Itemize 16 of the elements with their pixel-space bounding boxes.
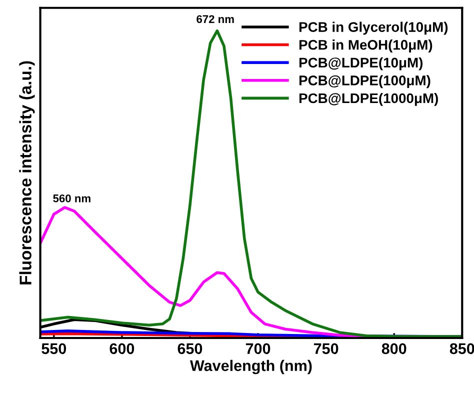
x-tick-label: 800 bbox=[382, 343, 406, 354]
x-tick-label: 700 bbox=[246, 343, 270, 354]
legend-label: PCB in Glycerol(10μM) bbox=[299, 22, 448, 35]
legend-label: PCB@LDPE(1000μM) bbox=[299, 92, 438, 106]
x-tick-label: 650 bbox=[178, 343, 202, 354]
y-axis-title: Fluorescence intensity (a.u.) bbox=[19, 61, 35, 284]
legend-label: PCB@LDPE(100μM) bbox=[299, 75, 430, 88]
x-tick-label: 550 bbox=[42, 343, 66, 354]
text: 672 nm bbox=[196, 15, 234, 24]
legend-label: PCB@LDPE(10μM) bbox=[299, 57, 423, 70]
x-tick-label: 750 bbox=[314, 343, 338, 354]
legend-label: PCB in MeOH(10μM) bbox=[299, 40, 432, 53]
x-axis-title: Wavelength (nm) bbox=[190, 360, 312, 374]
x-tick-label: 600 bbox=[110, 343, 134, 354]
annotation: 560 nm bbox=[53, 194, 90, 202]
x-tick-label: 850 bbox=[450, 343, 474, 354]
